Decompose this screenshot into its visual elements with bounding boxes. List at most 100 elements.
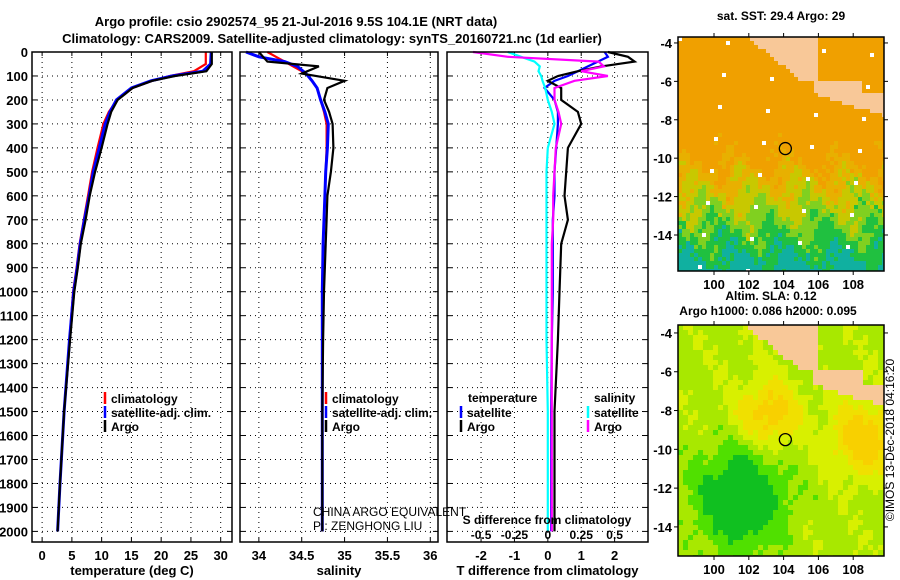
map-y-tick-label: -10 [653,151,672,166]
series-line-climatology [266,51,328,532]
y-tick-label: 1500 [0,405,28,420]
map-frame [677,36,885,272]
y-tick-label: 1400 [0,381,28,396]
map-x-tick-label: 108 [842,562,864,577]
series-line-satellite-adj-clim- [56,51,213,532]
series-line-salinity-satellite [507,50,556,532]
legend-label: Argo [594,420,622,434]
series-line-satellite-adj-clim- [245,50,330,532]
map-x-tick-label: 100 [703,562,725,577]
s-tick-label: -0.25 [501,528,529,542]
s-tick-label: 0.25 [570,528,594,542]
y-tick-label: 900 [6,261,28,276]
title-line2: Climatology: CARS2009. Satellite-adjuste… [62,31,602,46]
sst-map-axes: 100 102 104 106 108 -4 -6 -8 -10 -12 -14 [653,33,888,292]
map-y-tick-label: -4 [660,326,672,341]
plot-frame [446,51,649,543]
map-y-tick-label: -4 [660,36,672,51]
map-y-tick-label: -6 [660,365,672,380]
y-tick-label: 1800 [0,476,28,491]
map-x-tick-label: 102 [738,277,760,292]
legend-label: satellite-adj. clim. [332,406,432,420]
map-y-tick-label: -8 [660,404,672,419]
map-y-tick-label: -6 [660,74,672,89]
map-y-tick-label: -12 [653,481,672,496]
x-tick-label: 0 [544,548,551,563]
y-tick-label: 500 [6,165,28,180]
x-axis-label: T difference from climatology [456,563,639,578]
x-tick-label: 5 [68,548,75,563]
s-tick-label: 0 [544,528,551,542]
x-tick-label: 36 [423,548,437,563]
legend-label: Argo [111,420,139,434]
x-tick-label: 10 [94,548,108,563]
y-tick-label: 1200 [0,333,28,348]
legend-title-temperature: temperature [468,391,538,405]
pi-annotation: PI: ZENGHONG LIU [313,519,422,533]
map-y-tick-label: -8 [660,113,672,128]
map-x-tick-label: 104 [773,562,795,577]
sla-map [678,325,884,556]
x-tick-label: 25 [184,548,198,563]
pi-annotation: CHINA ARGO EQUIVALENT [313,505,467,519]
map-y-tick-label: -10 [653,442,672,457]
legend-label: Argo [332,420,360,434]
map-x-tick-label: 100 [703,277,725,292]
map-frame [677,324,885,557]
title-line1: Argo profile: csio 2902574_95 21-Jul-201… [95,14,497,29]
map-x-tick-label: 104 [773,277,795,292]
legend-label: satellite [467,406,512,420]
y-tick-label: 2000 [0,524,28,539]
series-line-argo [258,51,349,532]
map-y-tick-label: -12 [653,190,672,205]
profile-panel-2: 34 34.5 35 35.5 36 salinity climatologysatelli… [239,50,439,578]
map-x-tick-label: 102 [738,562,760,577]
y-tick-label: 300 [6,117,28,132]
series-line-argo [56,52,213,532]
plot-frame [31,51,233,543]
copyright-text: ©IMOS 13-Dec-2018 04:16:20 [883,359,897,522]
x-tick-label: 35 [337,548,351,563]
x-axis-label: salinity [317,563,363,578]
x-tick-label: 35.5 [375,548,400,563]
profile-panel-3: -2 -1 0 1 2T difference from climatology [446,50,649,578]
x-tick-label: -2 [475,548,487,563]
series-line-salinity-argo [472,50,609,532]
x-axis-label: temperature (deg C) [70,563,194,578]
sla-map-subtitle: Argo h1000: 0.086 h2000: 0.095 [679,304,857,318]
y-tick-label: 600 [6,189,28,204]
profile-panel-1: 0 5 10 15 20 25 300100200300400500600700800900… [0,45,233,578]
x-tick-label: 34.5 [289,548,314,563]
legend-title-salinity: salinity [594,391,636,405]
y-tick-label: 1000 [0,285,28,300]
x-tick-label: 2 [611,548,618,563]
x-tick-label: 15 [124,548,138,563]
sst-map-title: sat. SST: 29.4 Argo: 29 [717,9,846,23]
plot-frame [239,51,439,543]
x-tick-label: 34 [252,548,267,563]
argo-location-marker [778,141,792,156]
x-tick-label: 30 [213,548,227,563]
y-tick-label: 1700 [0,452,28,467]
series-line-climatology [56,52,207,532]
legend-label: satellite [594,406,639,420]
map-x-tick-label: 106 [808,277,830,292]
argo-location-marker [778,432,792,447]
x-tick-label: 1 [578,548,585,563]
y-tick-label: 400 [6,141,28,156]
y-tick-label: 1300 [0,357,28,372]
y-tick-label: 100 [6,69,28,84]
x-tick-label: 20 [154,548,168,563]
legend-label: climatology [111,392,178,406]
sst-map [678,37,884,271]
legend-label: climatology [332,392,399,406]
y-tick-label: 1600 [0,429,28,444]
sla-map-axes: 100 102 104 106 108 -4 -6 -8 -10 -12 -14 [653,321,888,577]
map-x-tick-label: 106 [808,562,830,577]
s-axis-label: S difference from climatology [463,513,632,527]
y-tick-label: 800 [6,237,28,252]
y-tick-label: 200 [6,93,28,108]
legend-label: Argo [467,420,495,434]
